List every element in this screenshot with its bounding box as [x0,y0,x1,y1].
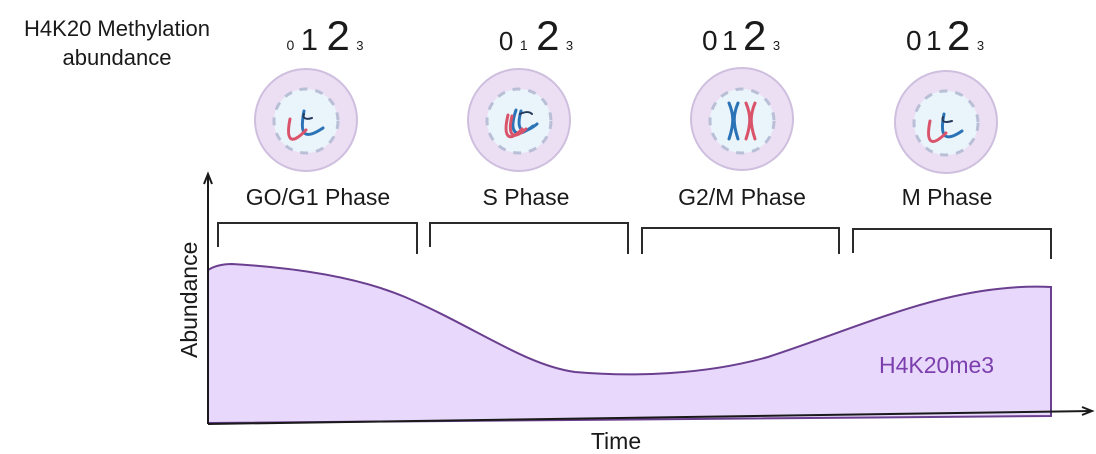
nucleus-membrane [912,89,980,157]
level-2-label: 2 [326,12,350,59]
phase-brackets [217,222,1052,259]
y-axis-title: Abundance [176,241,202,358]
level-2-label: 2 [536,12,560,59]
nucleus-membrane [708,87,776,155]
level-1-label: 1 [925,25,942,56]
x-axis-line [207,410,1093,425]
level-2-label: 2 [743,12,767,59]
nucleus-membrane [272,87,340,155]
level-0-label: 0 [498,26,514,56]
phase-4-methylation-abundance: 0 1 2 3 [870,15,1020,65]
chromosome-pink-right [749,101,757,141]
level-0-label: 0 [701,25,718,56]
level-2-label: 2 [947,12,971,59]
phase-label-g0-g1: GO/G1 Phase [245,184,391,210]
cell-g0-g1-illustration [254,68,358,172]
level-1-label: 1 [300,22,318,57]
methylation-header-line-1: H4K20 Methylation [24,16,210,41]
chromatin-pink-strand-2 [508,114,528,137]
chromatin-dark-strand [302,113,313,120]
phase-bracket-g0-g1 [217,222,418,254]
phase-label-g2-m: G2/M Phase [678,184,806,210]
series-label-h4k20me3: H4K20me3 [879,352,995,378]
cell-s-phase-illustration [467,68,571,172]
level-3-label: 3 [772,38,781,53]
level-3-label: 3 [356,38,364,53]
phase-3-methylation-abundance: 0 1 2 3 [666,15,816,65]
chromosome-blue-right [732,101,740,141]
cell-m-phase-illustration [894,70,998,174]
methylation-header-line-2: abundance [62,45,172,70]
phase-label-s: S Phase [482,184,570,210]
chromatin-pink-strand [927,119,948,144]
phase-bracket-m [852,228,1052,259]
level-0-label: 0 [286,37,295,53]
phase-label-m: M Phase [901,184,993,210]
level-3-label: 3 [976,38,985,53]
level-1-label: 1 [721,25,738,56]
level-0-label: 0 [905,25,922,56]
cell-g2-m-illustration [690,67,794,171]
chromatin-dark-strand [941,116,953,123]
phase-2-methylation-abundance: 0 1 2 3 [461,15,611,65]
chart-axes [203,171,1095,425]
x-axis-title: Time [590,428,642,454]
y-axis-arrowhead [203,171,213,185]
phase-bracket-s [429,222,629,254]
phase-1-methylation-abundance: 0 1 2 3 [250,15,400,65]
h4k20me3-abundance-area [207,262,1052,425]
x-axis-arrowhead [1081,406,1095,416]
cell-illustrations [254,67,998,174]
chromatin-pink-strand-1 [504,113,524,139]
phase-bracket-g2-m [641,227,840,254]
methylation-abundance-header: H4K20 Methylation abundance [6,14,228,72]
level-3-label: 3 [565,38,574,53]
level-1-label: 1 [519,37,528,53]
chromatin-dark-strand [519,111,533,115]
chromatin-pink-strand [287,117,308,141]
